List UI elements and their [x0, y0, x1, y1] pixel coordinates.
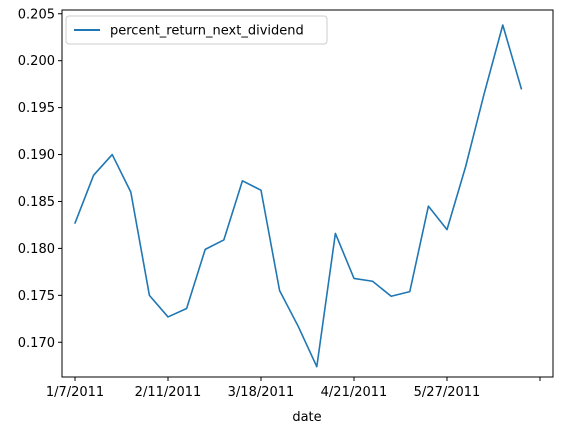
series-layer [74, 24, 523, 368]
x-tick-label: 3/18/2011 [228, 385, 295, 400]
y-tick-label: 0.170 [18, 336, 55, 351]
x-tick-label: 2/11/2011 [135, 385, 202, 400]
x-axis: 1/7/2011 2/11/2011 3/18/2011 4/21/2011 5/27/… [46, 377, 541, 400]
legend: percent_return_next_dividend [65, 15, 328, 45]
y-tick-label: 0.180 [18, 242, 55, 257]
y-tick-label: 0.205 [18, 7, 55, 22]
plot-area [61, 9, 554, 378]
y-tick-label: 0.190 [18, 148, 55, 163]
y-tick-label: 0.175 [18, 289, 55, 304]
x-tick-label: 4/21/2011 [321, 385, 388, 400]
y-tick-label: 0.195 [18, 101, 55, 116]
y-tick-label: 0.200 [18, 54, 55, 69]
legend-label: percent_return_next_dividend [110, 24, 304, 39]
x-tick-label: 5/27/2011 [414, 385, 481, 400]
legend-box [65, 15, 328, 45]
x-axis-label: date [292, 410, 321, 425]
y-tick-label: 0.185 [18, 195, 55, 210]
x-tick-label: 1/7/2011 [46, 385, 104, 400]
y-axis: 0.170 0.175 0.180 0.185 0.190 0.195 0.200 0.205 [18, 7, 62, 351]
plot-frame [61, 9, 554, 378]
